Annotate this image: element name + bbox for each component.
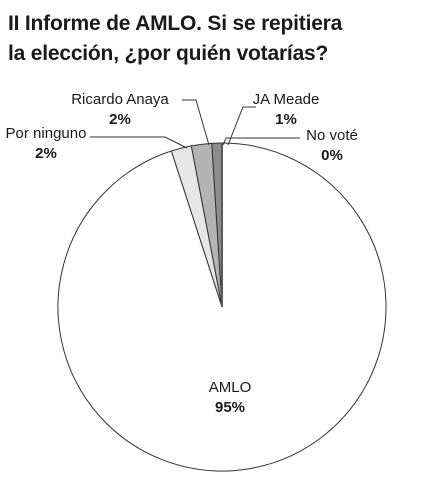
label-value-ja-meade: 1% — [275, 111, 297, 128]
label-name-amlo: AMLO — [209, 379, 252, 396]
leader-line-por-ninguno — [90, 136, 188, 149]
leader-line-ja-meade — [227, 106, 256, 146]
label-name-ricardo-anaya: Ricardo Anaya — [71, 91, 169, 108]
label-value-amlo: 95% — [215, 399, 245, 416]
chart-title-line-1: II Informe de AMLO. Si se repitiera — [8, 12, 343, 35]
pie-slices — [57, 142, 387, 472]
label-name-no-vote: No voté — [306, 127, 358, 144]
chart-title: II Informe de AMLO. Si se repitiera la e… — [8, 9, 438, 69]
chart-title-line-2: la elección, ¿por quién votarías? — [8, 42, 329, 65]
label-value-por-ninguno: 2% — [35, 145, 57, 162]
label-value-no-vote: 0% — [321, 147, 343, 164]
leader-line-ricardo-anaya — [182, 99, 210, 146]
label-name-por-ninguno: Por ninguno — [6, 125, 87, 142]
label-value-ricardo-anaya: 2% — [109, 111, 131, 128]
label-name-ja-meade: JA Meade — [253, 91, 320, 108]
pie-labels: JA Meade 1% Ricardo Anaya 2% Por ninguno 2% AM… — [6, 91, 358, 416]
leader-line-no-vote — [222, 137, 300, 146]
